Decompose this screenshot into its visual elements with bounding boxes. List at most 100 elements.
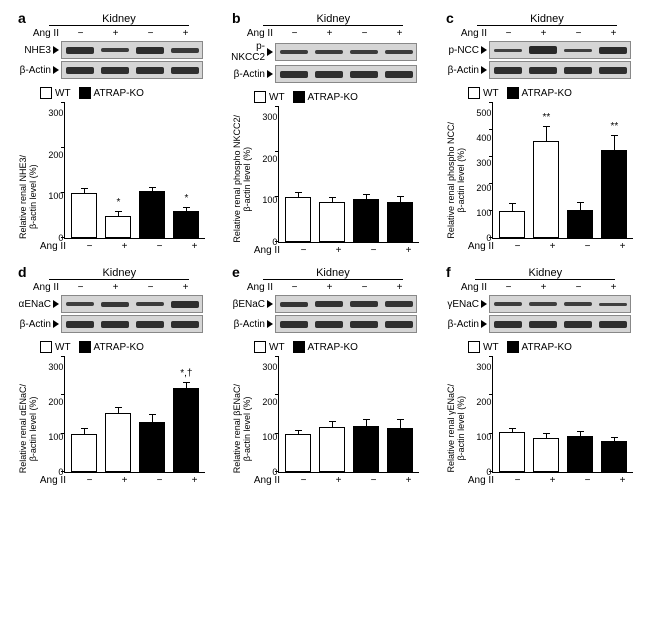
arrow-marker-icon: [481, 46, 487, 54]
bar-rect: [71, 434, 97, 472]
condition-sign: −: [491, 282, 526, 293]
bar-rect: [139, 422, 165, 472]
bar-rect: [567, 436, 593, 472]
blot-lanes: [275, 295, 417, 313]
legend-text: WT: [269, 342, 285, 353]
western-blot-row: β-Actin: [224, 315, 426, 333]
bar-rect: [499, 211, 525, 238]
bar-0: [499, 428, 525, 472]
bar-rect: [139, 191, 165, 238]
condition-sign: −: [347, 28, 382, 39]
x-tick: +: [605, 475, 640, 486]
panel-letter: e: [232, 264, 240, 280]
blot-label: αENaC: [19, 299, 61, 310]
arrow-marker-icon: [267, 300, 273, 308]
legend-text: ATRAP-KO: [308, 92, 358, 103]
western-blot-row: β-Actin: [438, 61, 640, 79]
western-blot-row: p-NCC: [438, 41, 640, 59]
x-tick: +: [177, 241, 212, 252]
western-blot-row: βENaC: [224, 295, 426, 313]
blot-label: γENaC: [447, 299, 489, 310]
blot-label: β-Actin: [447, 319, 489, 330]
legend-swatch-icon: [293, 341, 305, 353]
panel-letter: c: [446, 10, 454, 26]
condition-sign: +: [312, 282, 347, 293]
x-tick: +: [321, 475, 356, 486]
condition-sign: +: [596, 28, 631, 39]
blot-lanes: [61, 41, 203, 59]
condition-sign: −: [277, 28, 312, 39]
panel-e: eKidneyAng II−+−+βENaCβ-ActinWTATRAP-KOR…: [224, 264, 426, 486]
plot-area: 3002001000*,†: [64, 357, 205, 473]
bar-0: [71, 188, 97, 238]
chart-legend: WT ATRAP-KO: [224, 91, 358, 103]
condition-label: Ang II: [447, 28, 491, 39]
legend-item-wt: WT: [254, 341, 285, 353]
bar-rect: [387, 202, 413, 243]
tissue-header: Kidney: [49, 13, 189, 26]
condition-sign: +: [168, 282, 203, 293]
blot-label: β-Actin: [19, 65, 61, 76]
x-tick: +: [391, 475, 426, 486]
y-axis-ticks: 3002001000: [39, 103, 63, 238]
tissue-header: Kidney: [475, 267, 615, 280]
panel-letter: d: [18, 264, 27, 280]
x-tick: −: [356, 475, 391, 486]
blot-lanes: [489, 295, 631, 313]
legend-item-ko: ATRAP-KO: [507, 87, 572, 99]
legend-swatch-icon: [254, 91, 266, 103]
bar-chart: WTATRAP-KORelative renal phospho NKCC2/β…: [224, 91, 426, 256]
bar-3: [387, 196, 413, 242]
condition-sign: −: [133, 28, 168, 39]
arrow-marker-icon: [53, 300, 59, 308]
bar-rect: [285, 434, 311, 472]
condition-sign: −: [63, 28, 98, 39]
bar-rect: [499, 432, 525, 472]
condition-sign: −: [491, 28, 526, 39]
blot-lanes: [61, 295, 203, 313]
x-tick: +: [107, 241, 142, 252]
plot-area: 3002001000**: [64, 103, 205, 239]
bar-3: *,†: [173, 382, 199, 472]
bar-rect: [105, 216, 131, 239]
error-bar: [614, 437, 615, 441]
legend-item-ko: ATRAP-KO: [79, 87, 144, 99]
bar-rect: [533, 438, 559, 472]
y-axis-ticks: 3002001000: [253, 357, 277, 472]
y-axis-label: Relative renal αENaC/β-actin level (%): [17, 384, 39, 473]
bar-3: *: [173, 207, 199, 239]
legend-text: ATRAP-KO: [308, 342, 358, 353]
y-axis-label: Relative renal γENaC/β-actin level (%): [445, 384, 467, 473]
x-tick: +: [535, 241, 570, 252]
y-axis-ticks: 3002001000: [467, 357, 491, 472]
western-blot-row: αENaC: [10, 295, 212, 313]
panel-a: aKidneyAng II−+−+NHE3β-ActinWTATRAP-KORe…: [10, 10, 212, 256]
blot-lanes: [275, 315, 417, 333]
plot-area: 3002001000: [492, 357, 633, 473]
legend-swatch-icon: [293, 91, 305, 103]
blot-lanes: [489, 315, 631, 333]
x-tick: −: [500, 475, 535, 486]
legend-item-wt: WT: [254, 91, 285, 103]
bar-2: [353, 419, 379, 472]
bar-rect: [105, 413, 131, 472]
legend-item-wt: WT: [468, 341, 499, 353]
condition-label: Ang II: [19, 282, 63, 293]
blot-lanes: [61, 61, 203, 79]
chart-legend: WTATRAP-KO: [10, 341, 144, 353]
panel-letter: b: [232, 10, 241, 26]
y-axis-ticks: 5004003002001000: [467, 103, 491, 238]
blot-lanes: [61, 315, 203, 333]
error-bar: [186, 382, 187, 389]
x-tick: −: [500, 241, 535, 252]
legend-swatch-icon: [40, 87, 52, 99]
blot-label: β-Actin: [19, 319, 61, 330]
legend-swatch-icon: [254, 341, 266, 353]
blot-label: NHE3: [19, 45, 61, 56]
legend-text: ATRAP-KO: [94, 342, 144, 353]
condition-label: Ang II: [233, 28, 277, 39]
error-bar: [400, 196, 401, 201]
arrow-marker-icon: [267, 48, 273, 56]
bar-0: [499, 203, 525, 238]
x-tick: −: [570, 241, 605, 252]
